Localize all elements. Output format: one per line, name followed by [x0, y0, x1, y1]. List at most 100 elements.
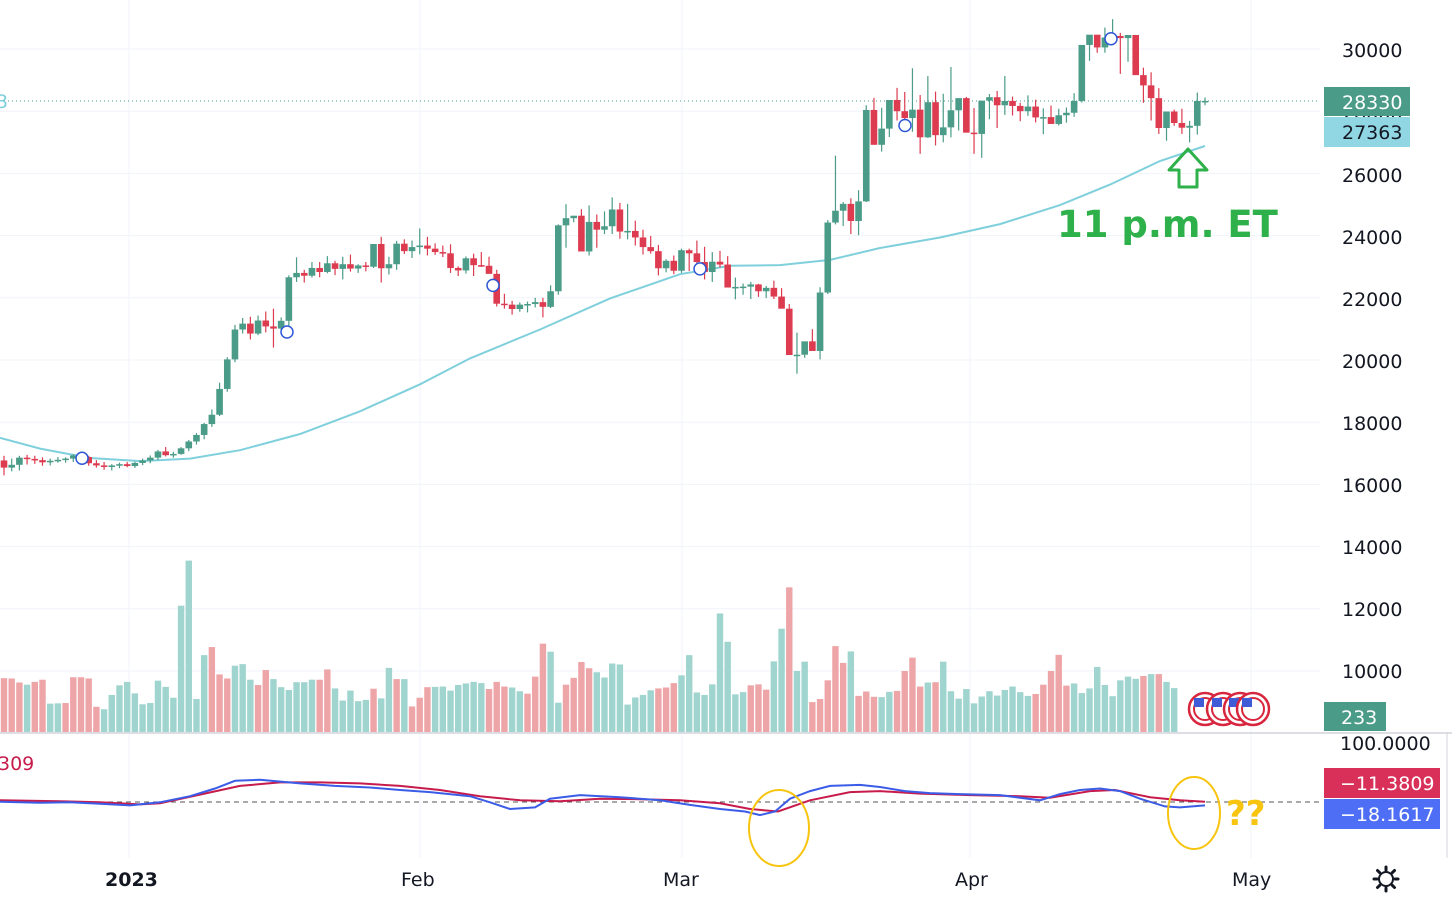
candle-body [139, 460, 146, 463]
candle-body [793, 354, 801, 357]
candle-body [1063, 112, 1070, 116]
candle-body [1009, 100, 1016, 106]
candle-body [285, 277, 293, 321]
candle-body [862, 109, 870, 202]
volume-bar [909, 657, 916, 732]
volume-bar [123, 681, 131, 732]
candle-body [1170, 111, 1178, 124]
candle-body [755, 284, 762, 292]
volume-bar [339, 700, 346, 732]
volume-bar [131, 693, 139, 732]
annotations [748, 147, 1221, 867]
volume-bar [786, 587, 793, 732]
candle-body [424, 245, 431, 249]
volume-bar [508, 687, 516, 732]
volume-badge [1324, 702, 1386, 731]
last-price-label: 28330 [1342, 92, 1402, 114]
volume-bar [1171, 688, 1178, 732]
candle-body [816, 292, 824, 351]
ma-value-label: 27363 [1342, 122, 1402, 144]
volume-bar [46, 703, 54, 732]
candle-body [1101, 37, 1109, 48]
volume-bar [1078, 693, 1086, 732]
volume-bar [608, 663, 616, 732]
candle-body [439, 252, 447, 254]
volume-bar [8, 678, 15, 732]
volume-bar [424, 687, 431, 732]
volume-bar [532, 676, 539, 732]
date-tick: 2023 [105, 869, 158, 891]
candle-body [347, 264, 354, 269]
osc-blue-label: −18.1617 [1340, 804, 1435, 826]
volume-bar [100, 709, 108, 732]
volume-bar [485, 689, 493, 732]
candle-body [1194, 100, 1201, 126]
candle-body [847, 203, 855, 221]
candle-body [624, 230, 631, 233]
volume-bar [62, 703, 69, 732]
candle-body [1001, 100, 1009, 106]
volume-bar [277, 687, 285, 732]
volume-bar [747, 685, 754, 732]
volume-bar [378, 698, 385, 732]
candle-body [678, 250, 685, 271]
candle-body [832, 210, 839, 223]
settings-icon[interactable] [1372, 865, 1400, 893]
candle-body [362, 265, 370, 267]
volume-bars [0, 560, 1271, 732]
candle-body [631, 230, 639, 238]
date-tick: May [1232, 869, 1271, 891]
price-tick: 26000 [1342, 165, 1402, 187]
candle-body [1032, 106, 1039, 118]
date-tick: Apr [955, 869, 988, 891]
volume-bar [439, 686, 447, 732]
osc-left-fragment: 309 [0, 753, 34, 775]
volume-bar [1094, 666, 1101, 732]
volume-bar [685, 655, 693, 732]
volume-bar [254, 684, 262, 732]
candle-body [1124, 35, 1132, 39]
volume-bar [678, 675, 685, 732]
volume-bar [1109, 696, 1116, 732]
candle-body [193, 434, 200, 442]
volume-bar [978, 696, 985, 732]
candle-body [293, 272, 300, 278]
candle-body [116, 464, 123, 466]
volume-bar [947, 691, 955, 732]
volume-bar [762, 689, 770, 732]
volume-bar [578, 661, 585, 732]
candle-body [585, 221, 593, 252]
volume-bar [955, 698, 962, 732]
volume-bar [270, 679, 277, 732]
volume-bar [1024, 695, 1032, 732]
candle-body [570, 215, 578, 219]
volume-bar [539, 643, 547, 732]
candle-body [1201, 100, 1209, 103]
osc-red-badge [1324, 768, 1440, 798]
candle-body [855, 201, 862, 221]
volume-bar [1117, 680, 1124, 732]
volume-bar [108, 694, 115, 732]
candle-body [93, 463, 100, 466]
volume-bar [639, 694, 647, 732]
volume-bar [285, 689, 293, 732]
volume-bar [1132, 678, 1139, 732]
candle-body [562, 218, 570, 226]
candle-body [724, 264, 731, 288]
event-marker-flag [1229, 698, 1239, 707]
candle-body [963, 98, 970, 133]
volume-bar [170, 697, 177, 732]
volume-bar [1047, 671, 1055, 732]
candle-body [685, 250, 693, 254]
volume-bar [693, 692, 701, 732]
candle-body [370, 243, 377, 267]
candle-body [254, 320, 262, 334]
ma-badge [1324, 117, 1410, 147]
volume-bar [85, 678, 92, 732]
candle-body [416, 245, 424, 248]
candle-body [824, 222, 832, 293]
ma-marker [486, 278, 500, 293]
volume-bar [93, 706, 100, 732]
candle-body [909, 109, 916, 119]
price-tick: 22000 [1342, 289, 1402, 311]
